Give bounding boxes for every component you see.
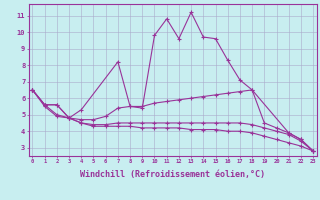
X-axis label: Windchill (Refroidissement éolien,°C): Windchill (Refroidissement éolien,°C) — [80, 170, 265, 179]
